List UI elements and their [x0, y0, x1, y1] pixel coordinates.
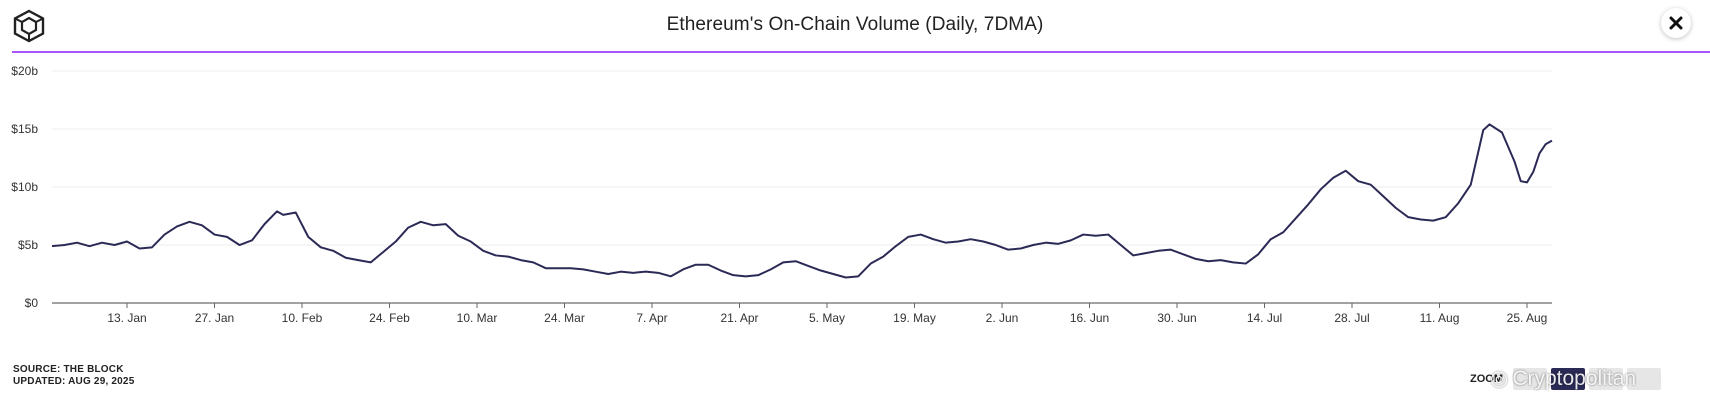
line-chart: $0 $5b $10b $15b $20b 13. Jan 27. Jan 10. Feb 2… — [11, 64, 1553, 325]
x-tick-label: 24. Mar — [544, 311, 585, 325]
y-tick-label: $10b — [11, 180, 38, 194]
source-label: SOURCE: THE BLOCK — [13, 364, 124, 375]
the-block-cube-logo[interactable] — [12, 9, 46, 43]
series-layer — [51, 123, 1553, 279]
x-tick-label: 19. May — [893, 311, 936, 325]
x-tick-label: 24. Feb — [369, 311, 410, 325]
x-tick-label: 7. Apr — [636, 311, 667, 325]
x-tick-label: 21. Apr — [720, 311, 758, 325]
y-tick-label: $20b — [11, 64, 38, 78]
x-tick-label: 30. Jun — [1157, 311, 1196, 325]
y-axis-ticks: $0 $5b $10b $15b $20b — [11, 64, 38, 310]
x-tick-label: 10. Mar — [457, 311, 498, 325]
x-tick-label: 14. Jul — [1247, 311, 1282, 325]
y-tick-label: $5b — [18, 238, 38, 252]
watermark: ◎ Cryptopolitan — [1490, 366, 1636, 391]
updated-label: UPDATED: AUG 29, 2025 — [13, 376, 135, 387]
x-tick-label: 16. Jun — [1070, 311, 1109, 325]
source-info: SOURCE: THE BLOCK UPDATED: AUG 29, 2025 — [13, 364, 134, 388]
zoom-option-2[interactable] — [1551, 368, 1585, 390]
chart-title: Ethereum's On-Chain Volume (Daily, 7DMA) — [666, 14, 1044, 35]
x-tick-label: 10. Feb — [282, 311, 323, 325]
zoom-option-3[interactable] — [1589, 368, 1623, 390]
zoom-option-4[interactable] — [1627, 368, 1661, 390]
x-tick-label: 27. Jan — [195, 311, 234, 325]
zoom-option-1[interactable] — [1513, 368, 1547, 390]
watermark-text: Cryptopolitan — [1512, 366, 1637, 390]
x-tick-label: 2. Jun — [986, 311, 1019, 325]
zoom-controls: ZOOM — [1470, 368, 1661, 390]
close-icon — [1669, 16, 1683, 30]
series-line[interactable] — [51, 123, 1553, 279]
accent-divider — [12, 51, 1710, 53]
x-axis-ticks: 13. Jan 27. Jan 10. Feb 24. Feb 10. Mar 24. M… — [107, 303, 1547, 325]
x-tick-label: 5. May — [809, 311, 845, 325]
watermark-icon: ◎ — [1490, 367, 1509, 390]
zoom-label: ZOOM — [1470, 373, 1503, 385]
close-button[interactable] — [1661, 8, 1691, 38]
grid-lines — [52, 70, 1552, 304]
chart-header: Ethereum's On-Chain Volume (Daily, 7DMA) — [0, 0, 1710, 54]
x-tick-label: 25. Aug — [1507, 311, 1548, 325]
x-tick-label: 28. Jul — [1334, 311, 1369, 325]
y-tick-label: $0 — [25, 296, 39, 310]
y-tick-label: $15b — [11, 122, 38, 136]
x-tick-label: 13. Jan — [107, 311, 146, 325]
x-tick-label: 11. Aug — [1420, 311, 1460, 325]
